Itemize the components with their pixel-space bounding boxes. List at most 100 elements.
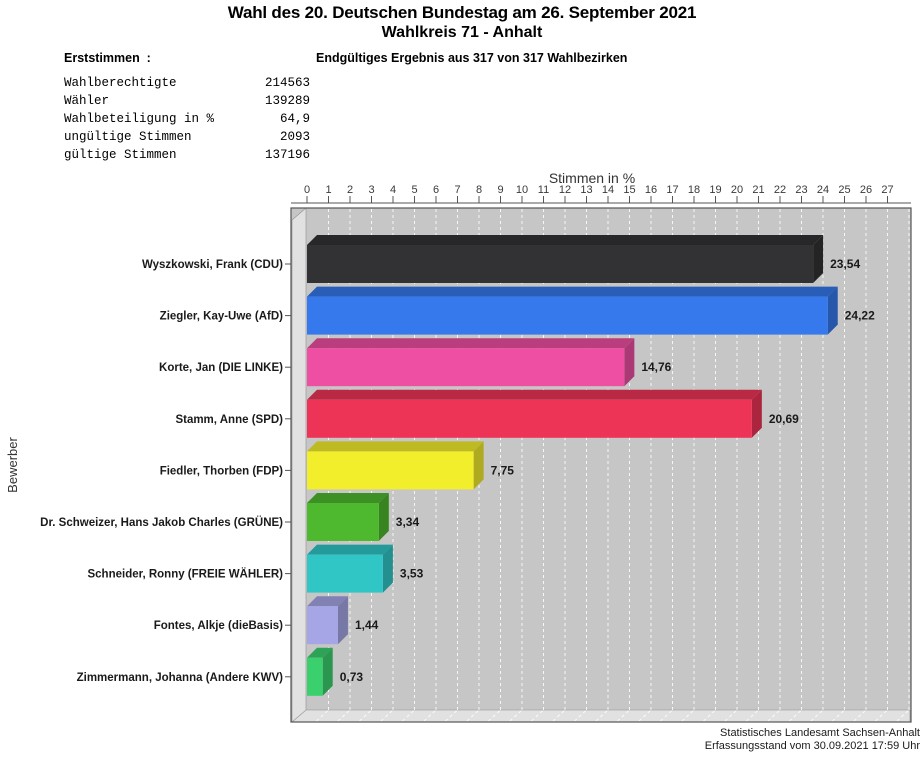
bar (307, 245, 814, 283)
bar-side-face (322, 647, 333, 696)
x-tick-label: 4 (390, 184, 396, 196)
gridline-floor (703, 709, 716, 722)
x-tick-label: 24 (817, 184, 829, 196)
stat-value: 139289 (264, 94, 310, 108)
x-tick-label: 14 (602, 184, 614, 196)
table-row: ungültige Stimmen 2093 (64, 128, 310, 146)
stat-label: Wahlbeteiligung in % (64, 112, 215, 126)
x-tick-label: 12 (559, 184, 571, 196)
bar-value-label: 20,69 (769, 412, 799, 426)
x-tick-label: 13 (580, 184, 592, 196)
gridline-floor (896, 709, 910, 722)
stat-label: gültige Stimmen (64, 148, 177, 162)
gridline-floor (359, 709, 372, 722)
stat-label: ungültige Stimmen (64, 130, 192, 144)
summary-stats-table: Wahlberechtigte 214563 Wähler 139289 Wah… (64, 74, 310, 164)
x-tick-label: 5 (411, 184, 417, 196)
bar-side-face (751, 389, 762, 438)
x-tick-label: 20 (731, 184, 743, 196)
x-tick-label: 26 (860, 184, 872, 196)
x-tick-label: 0 (304, 184, 310, 196)
x-tick-label: 9 (497, 184, 503, 196)
category-label: Fontes, Alkje (dieBasis) (154, 620, 283, 632)
gridline-floor (724, 709, 738, 722)
bar-side-face (378, 493, 389, 541)
bar (307, 503, 379, 541)
gridline-floor (681, 709, 695, 722)
table-row: Wahlberechtigte 214563 (64, 74, 310, 92)
x-tick-label: 18 (688, 184, 700, 196)
bar (307, 296, 828, 335)
gridline-floor (509, 709, 523, 722)
gridline-floor (337, 709, 351, 722)
bar-top-face (307, 544, 393, 555)
category-label: Dr. Schweizer, Hans Jakob Charles (GRÜNE… (40, 516, 283, 529)
x-tick-label: 19 (709, 184, 721, 196)
x-tick-label: 16 (645, 184, 657, 196)
gridline-floor (853, 709, 867, 722)
gridline-floor (810, 709, 824, 722)
category-label: Korte, Jan (DIE LINKE) (159, 362, 283, 374)
gridline-floor (316, 709, 329, 722)
data-timestamp: Erfassungsstand vom 30.09.2021 17:59 Uhr (704, 740, 920, 752)
gridline-floor (402, 709, 415, 722)
category-label: Schneider, Ronny (FREIE WÄHLER) (87, 568, 283, 581)
bar (307, 399, 752, 438)
bar-top-face (307, 441, 484, 452)
bar (307, 606, 338, 645)
bar-side-face (337, 596, 348, 645)
bar-value-label: 14,76 (641, 360, 671, 374)
bar-value-label: 1,44 (355, 618, 379, 632)
section-label-erststimmen: Erststimmen : (64, 51, 151, 65)
gridline-floor (466, 709, 480, 722)
plot-border (290, 207, 912, 723)
table-row: Wähler 139289 (64, 92, 310, 110)
bar-side-face (473, 441, 484, 490)
y-axis-title: Bewerber (5, 437, 20, 493)
source-attribution: Statistisches Landesamt Sachsen-Anhalt (720, 727, 920, 739)
bar-value-label: 23,54 (830, 257, 860, 271)
bar-value-label: 3,34 (396, 515, 420, 529)
x-tick-label: 2 (347, 184, 353, 196)
category-label: Zimmermann, Johanna (Andere KWV) (77, 672, 284, 684)
gridline-floor (832, 709, 845, 722)
bar-side-face (827, 286, 838, 335)
gridline-floor (574, 709, 587, 722)
category-label: Fiedler, Thorben (FDP) (160, 465, 283, 477)
bar-top-face (307, 596, 348, 607)
gridline-floor (488, 709, 501, 722)
x-tick-label: 27 (881, 184, 893, 196)
x-tick-label: 1 (325, 184, 331, 196)
result-status: Endgültiges Ergebnis aus 317 von 317 Wah… (316, 51, 628, 65)
x-tick-label: 25 (838, 184, 850, 196)
gridline-floor (595, 709, 609, 722)
bar-value-label: 7,75 (491, 463, 515, 477)
x-tick-label: 21 (752, 184, 764, 196)
gridline-floor (445, 709, 458, 722)
bar (307, 554, 383, 593)
bar-top-face (307, 286, 838, 297)
bar-top-face (307, 338, 635, 349)
category-label: Stamm, Anne (SPD) (175, 414, 283, 426)
stat-value: 214563 (264, 76, 310, 90)
gridline-floor (767, 709, 781, 722)
x-tick-label: 8 (476, 184, 482, 196)
bar (307, 348, 625, 387)
bar-top-face (307, 389, 762, 400)
bar-top-face (307, 493, 389, 503)
bar-top-face (307, 647, 333, 658)
stat-value: 137196 (264, 148, 310, 162)
gridline-floor (531, 709, 544, 722)
gridline-floor (617, 709, 630, 722)
gridline-floor (746, 709, 759, 722)
x-tick-label: 10 (516, 184, 528, 196)
page-subtitle: Wahlkreis 71 - Anhalt (381, 24, 543, 41)
bar (307, 657, 323, 696)
stat-label: Wahlberechtigte (64, 76, 177, 90)
gridline-floor (552, 709, 566, 722)
bar-side-face (624, 338, 635, 387)
stat-value: 2093 (279, 130, 310, 144)
stat-value: 64,9 (279, 112, 310, 126)
stat-label: Wähler (64, 94, 110, 108)
